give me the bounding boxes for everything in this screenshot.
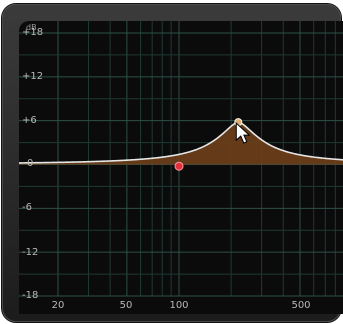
eq-boost-fill (19, 122, 343, 165)
eq-plot-area[interactable]: dB +18 +12 +6 0 -6 -12 -18 20 50 100 500 (19, 21, 343, 314)
db-tick-label: +12 (22, 71, 44, 82)
eq-graph[interactable] (19, 21, 343, 314)
eq-band-handle-secondary[interactable] (174, 161, 184, 171)
db-tick-label: +6 (22, 115, 37, 126)
freq-tick-label: 500 (291, 300, 311, 311)
db-tick-label: -18 (22, 290, 39, 301)
db-tick-label: -12 (22, 247, 39, 258)
eq-response-curve (19, 121, 343, 164)
db-tick-label: -6 (22, 202, 32, 213)
arrow-pointer-icon (235, 121, 251, 144)
db-tick-label: 0 (27, 158, 34, 169)
freq-tick-label: 100 (169, 300, 189, 311)
db-unit-label: dB (26, 23, 37, 32)
db-tick-label: +18 (22, 27, 44, 38)
freq-tick-label: 20 (51, 300, 65, 311)
eq-frame: dB +18 +12 +6 0 -6 -12 -18 20 50 100 500 (2, 4, 343, 322)
freq-tick-label: 50 (119, 300, 133, 311)
